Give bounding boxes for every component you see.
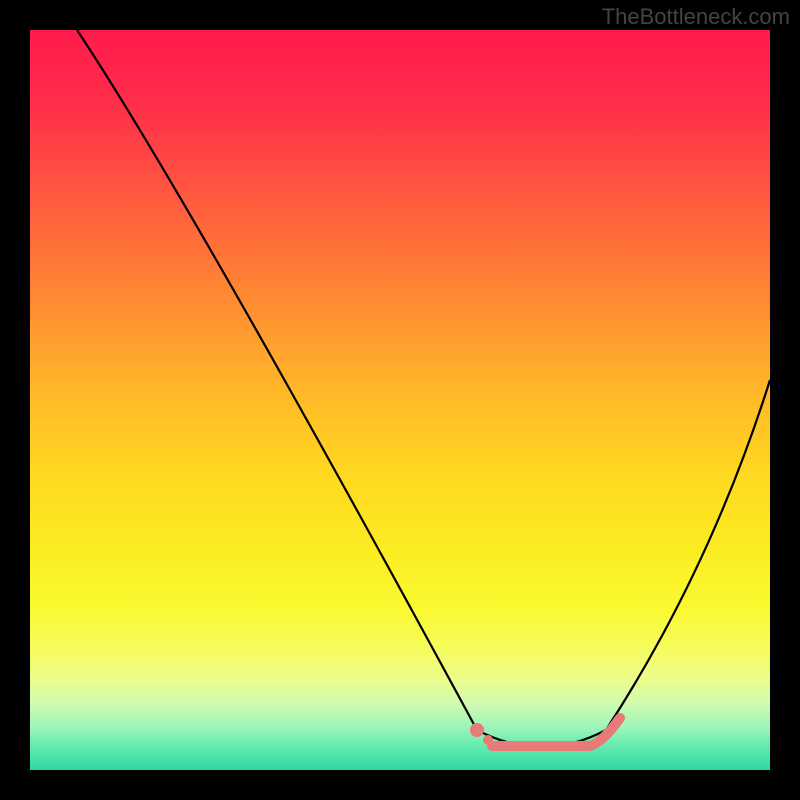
highlight-dot-left bbox=[470, 723, 484, 737]
bottleneck-curve bbox=[77, 30, 770, 747]
highlight-valley-rise bbox=[590, 718, 620, 746]
watermark-text: TheBottleneck.com bbox=[602, 4, 790, 30]
plot-area bbox=[30, 30, 770, 770]
curve-layer bbox=[30, 30, 770, 770]
highlight-dot-left-2 bbox=[483, 735, 493, 745]
